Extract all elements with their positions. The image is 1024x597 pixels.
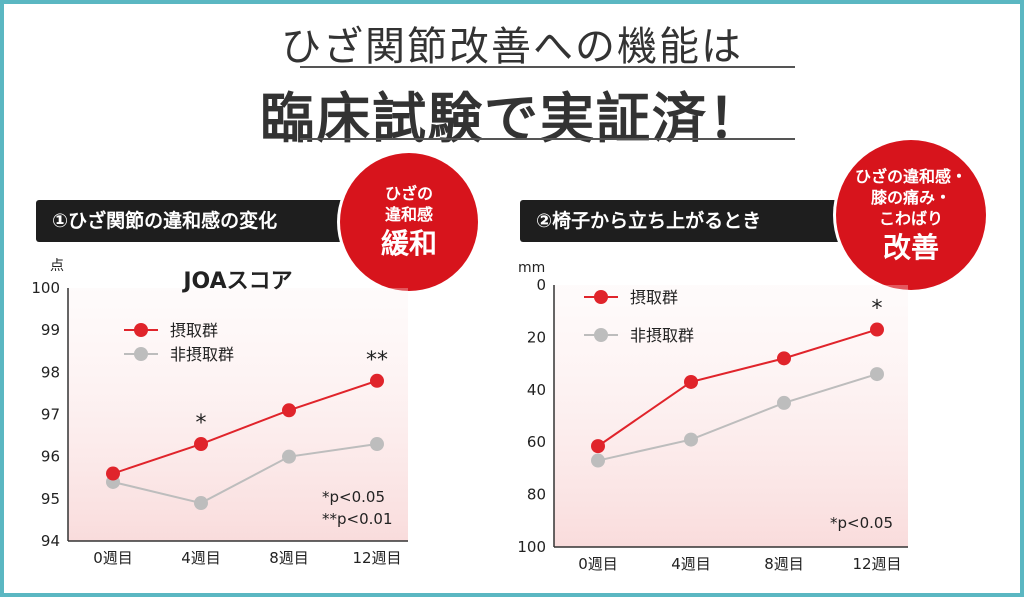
series-line — [597, 328, 878, 447]
data-point — [194, 437, 208, 452]
legend-marker-nontaking — [134, 347, 148, 361]
y-axis-unit: mm — [518, 260, 545, 276]
legend-label-taking: 摂取群 — [630, 288, 678, 307]
series-line — [112, 379, 378, 475]
x-tick-label: 8週目 — [269, 549, 309, 567]
y-tick-label: 94 — [41, 532, 60, 550]
data-point — [591, 439, 605, 454]
panel2-badge-line: 膝の痛み・ — [870, 187, 951, 207]
y-tick-label: 100 — [31, 279, 60, 297]
panel2-badge: ひざの違和感・ 膝の痛み・ こわばり 改善 — [836, 140, 986, 290]
y-tick-label: 40 — [527, 381, 546, 399]
y-tick-label: 97 — [41, 406, 60, 424]
series-line — [597, 373, 878, 462]
headline-rule-top — [300, 66, 795, 68]
series-line — [112, 443, 378, 505]
panel1-banner: ①ひざ関節の違和感の変化 — [36, 200, 366, 242]
headline-rule-bottom — [300, 138, 795, 140]
legend-marker-taking — [594, 290, 608, 304]
significance-mark: ** — [366, 348, 388, 373]
panel2-banner: ②椅子から立ち上がるとき — [520, 200, 850, 242]
y-tick-label: 0 — [536, 276, 546, 294]
significance-mark: * — [872, 297, 883, 322]
panel1-badge: ひざの 違和感 緩和 — [340, 153, 478, 291]
significance-note: *p<0.05 — [322, 488, 385, 506]
legend-marker-nontaking — [594, 328, 608, 342]
panel2-badge-line: こわばり — [878, 208, 943, 228]
significance-note: **p<0.01 — [322, 510, 393, 528]
panel1-badge-big: 緩和 — [380, 227, 437, 260]
data-point — [777, 395, 791, 410]
y-tick-label: 100 — [517, 538, 546, 556]
y-tick-label: 99 — [41, 321, 60, 339]
data-point — [106, 466, 120, 481]
x-tick-label: 0週目 — [93, 549, 133, 567]
legend-label-taking: 摂取群 — [170, 321, 218, 340]
x-tick-label: 12週目 — [852, 555, 901, 573]
y-tick-label: 95 — [41, 490, 60, 508]
data-point — [870, 322, 884, 337]
x-tick-label: 4週目 — [671, 555, 711, 573]
standing-up-chart: mm 0 20 40 60 80 100 0週目 4週目 8週目 12週目 摂取群 非摂取群 *… — [517, 260, 908, 573]
y-tick-label: 60 — [527, 433, 546, 451]
data-point — [370, 373, 384, 388]
panel1-badge-line: ひざの — [384, 184, 433, 203]
legend-marker-taking — [134, 323, 148, 337]
data-point — [684, 432, 698, 447]
x-tick-label: 12週目 — [352, 549, 401, 567]
x-tick-label: 0週目 — [578, 555, 618, 573]
data-point — [777, 351, 791, 366]
y-axis-unit: 点 — [50, 258, 64, 274]
y-tick-label: 96 — [41, 448, 60, 466]
significance-mark: * — [196, 411, 207, 436]
panel1-badge-line: 違和感 — [384, 205, 433, 224]
joa-score-chart: 点 JOAスコア 94 95 96 97 98 99 100 0週目 4週目 8週目 12週目 摂… — [31, 258, 408, 567]
panel2-badge-big: 改善 — [882, 230, 939, 264]
data-point — [591, 453, 605, 468]
headline-line1: ひざ関節改善への機能は — [281, 24, 743, 70]
data-point — [282, 449, 296, 464]
data-point — [870, 367, 884, 382]
x-tick-label: 8週目 — [764, 555, 804, 573]
chart-title: JOAスコア — [181, 269, 292, 294]
y-tick-label: 98 — [41, 363, 60, 381]
data-point — [282, 403, 296, 418]
x-tick-label: 4週目 — [181, 549, 221, 567]
legend-label-nontaking: 非摂取群 — [170, 345, 234, 364]
plot-background — [554, 285, 908, 547]
y-tick-label: 20 — [527, 328, 546, 346]
data-point — [194, 496, 208, 511]
legend-label-nontaking: 非摂取群 — [630, 326, 694, 345]
headline-line2: 臨床試験で実証済！ — [260, 86, 764, 150]
y-tick-label: 80 — [527, 486, 546, 504]
panel2-badge-line: ひざの違和感・ — [854, 166, 967, 186]
data-point — [684, 374, 698, 389]
data-point — [370, 437, 384, 452]
significance-note: *p<0.05 — [830, 514, 893, 532]
